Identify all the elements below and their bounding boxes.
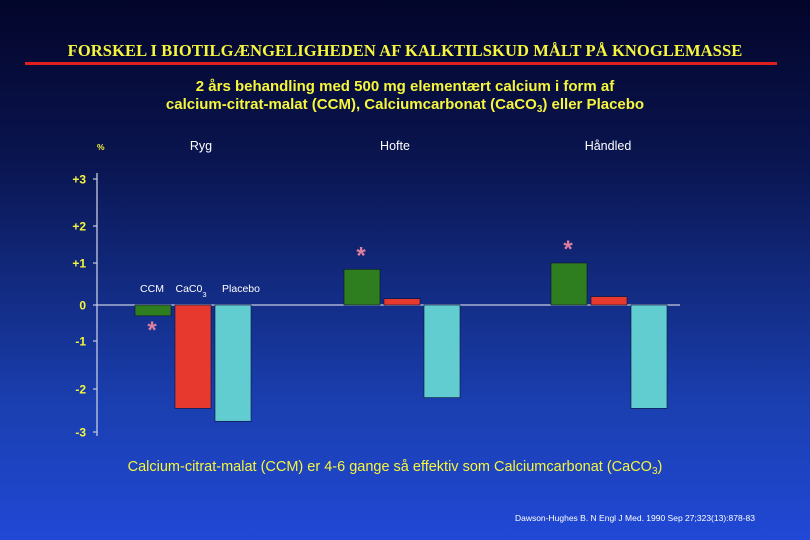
- subtitle-line-2-text: calcium-citrat-malat (CCM), Calciumcarbo…: [165, 96, 537, 113]
- subtitle-line-2-end: ) eller Placebo: [542, 96, 645, 113]
- bar-placebo-ryg: [214, 304, 252, 422]
- bar-cac0-hofte: [383, 298, 421, 306]
- series-label-placebo: Placebo: [222, 283, 260, 295]
- y-tick-label: -3: [75, 426, 86, 440]
- series-label-cac0: CaC03: [175, 283, 206, 299]
- slide-title: FORSKEL I BIOTILGÆNGELIGHEDEN AF KALKTIL…: [67, 41, 743, 60]
- category-label: Ryg: [190, 139, 212, 153]
- y-tick-label: -2: [75, 383, 86, 397]
- bar-ccm-håndled: [550, 262, 588, 306]
- subtitle-line-2: calcium-citrat-malat (CCM), Calciumcarbo…: [0, 96, 810, 115]
- subtitle-line-2-subscript: 3: [536, 104, 543, 115]
- conclusion-subscript: 3: [651, 466, 658, 477]
- series-label-ccm: CCM: [140, 283, 164, 295]
- significance-asterisk: *: [356, 242, 366, 269]
- title-underline: [25, 62, 777, 65]
- significance-asterisk: *: [563, 236, 573, 263]
- bar-ccm-hofte: [343, 268, 381, 306]
- conclusion-main: Calcium-citrat-malat (CCM) er 4-6 gange …: [127, 459, 652, 475]
- bar-cac0-ryg: [174, 304, 212, 409]
- bar-placebo-hofte: [423, 304, 461, 398]
- y-tick-label: 0: [79, 299, 86, 313]
- significance-asterisk: *: [147, 317, 157, 344]
- subtitle-line-1: 2 års behandling med 500 mg elementært c…: [195, 78, 615, 95]
- y-tick-label: +2: [72, 220, 86, 234]
- conclusion-text: Calcium-citrat-malat (CCM) er 4-6 gange …: [0, 459, 790, 477]
- y-tick-label: +1: [72, 257, 86, 271]
- reference-citation: Dawson-Hughes B. N Engl J Med. 1990 Sep …: [514, 513, 755, 523]
- y-tick-label: +3: [72, 173, 86, 187]
- y-axis-unit-label: %: [97, 142, 105, 152]
- series-label-subscript: 3: [202, 290, 206, 299]
- category-label: Hofte: [380, 139, 410, 153]
- bar-ccm-ryg: [134, 304, 172, 317]
- category-label: Håndled: [585, 139, 632, 153]
- bar-cac0-håndled: [590, 296, 628, 306]
- y-tick-label: -1: [75, 335, 86, 349]
- conclusion-end: ): [657, 459, 663, 475]
- bar-placebo-håndled: [630, 304, 668, 409]
